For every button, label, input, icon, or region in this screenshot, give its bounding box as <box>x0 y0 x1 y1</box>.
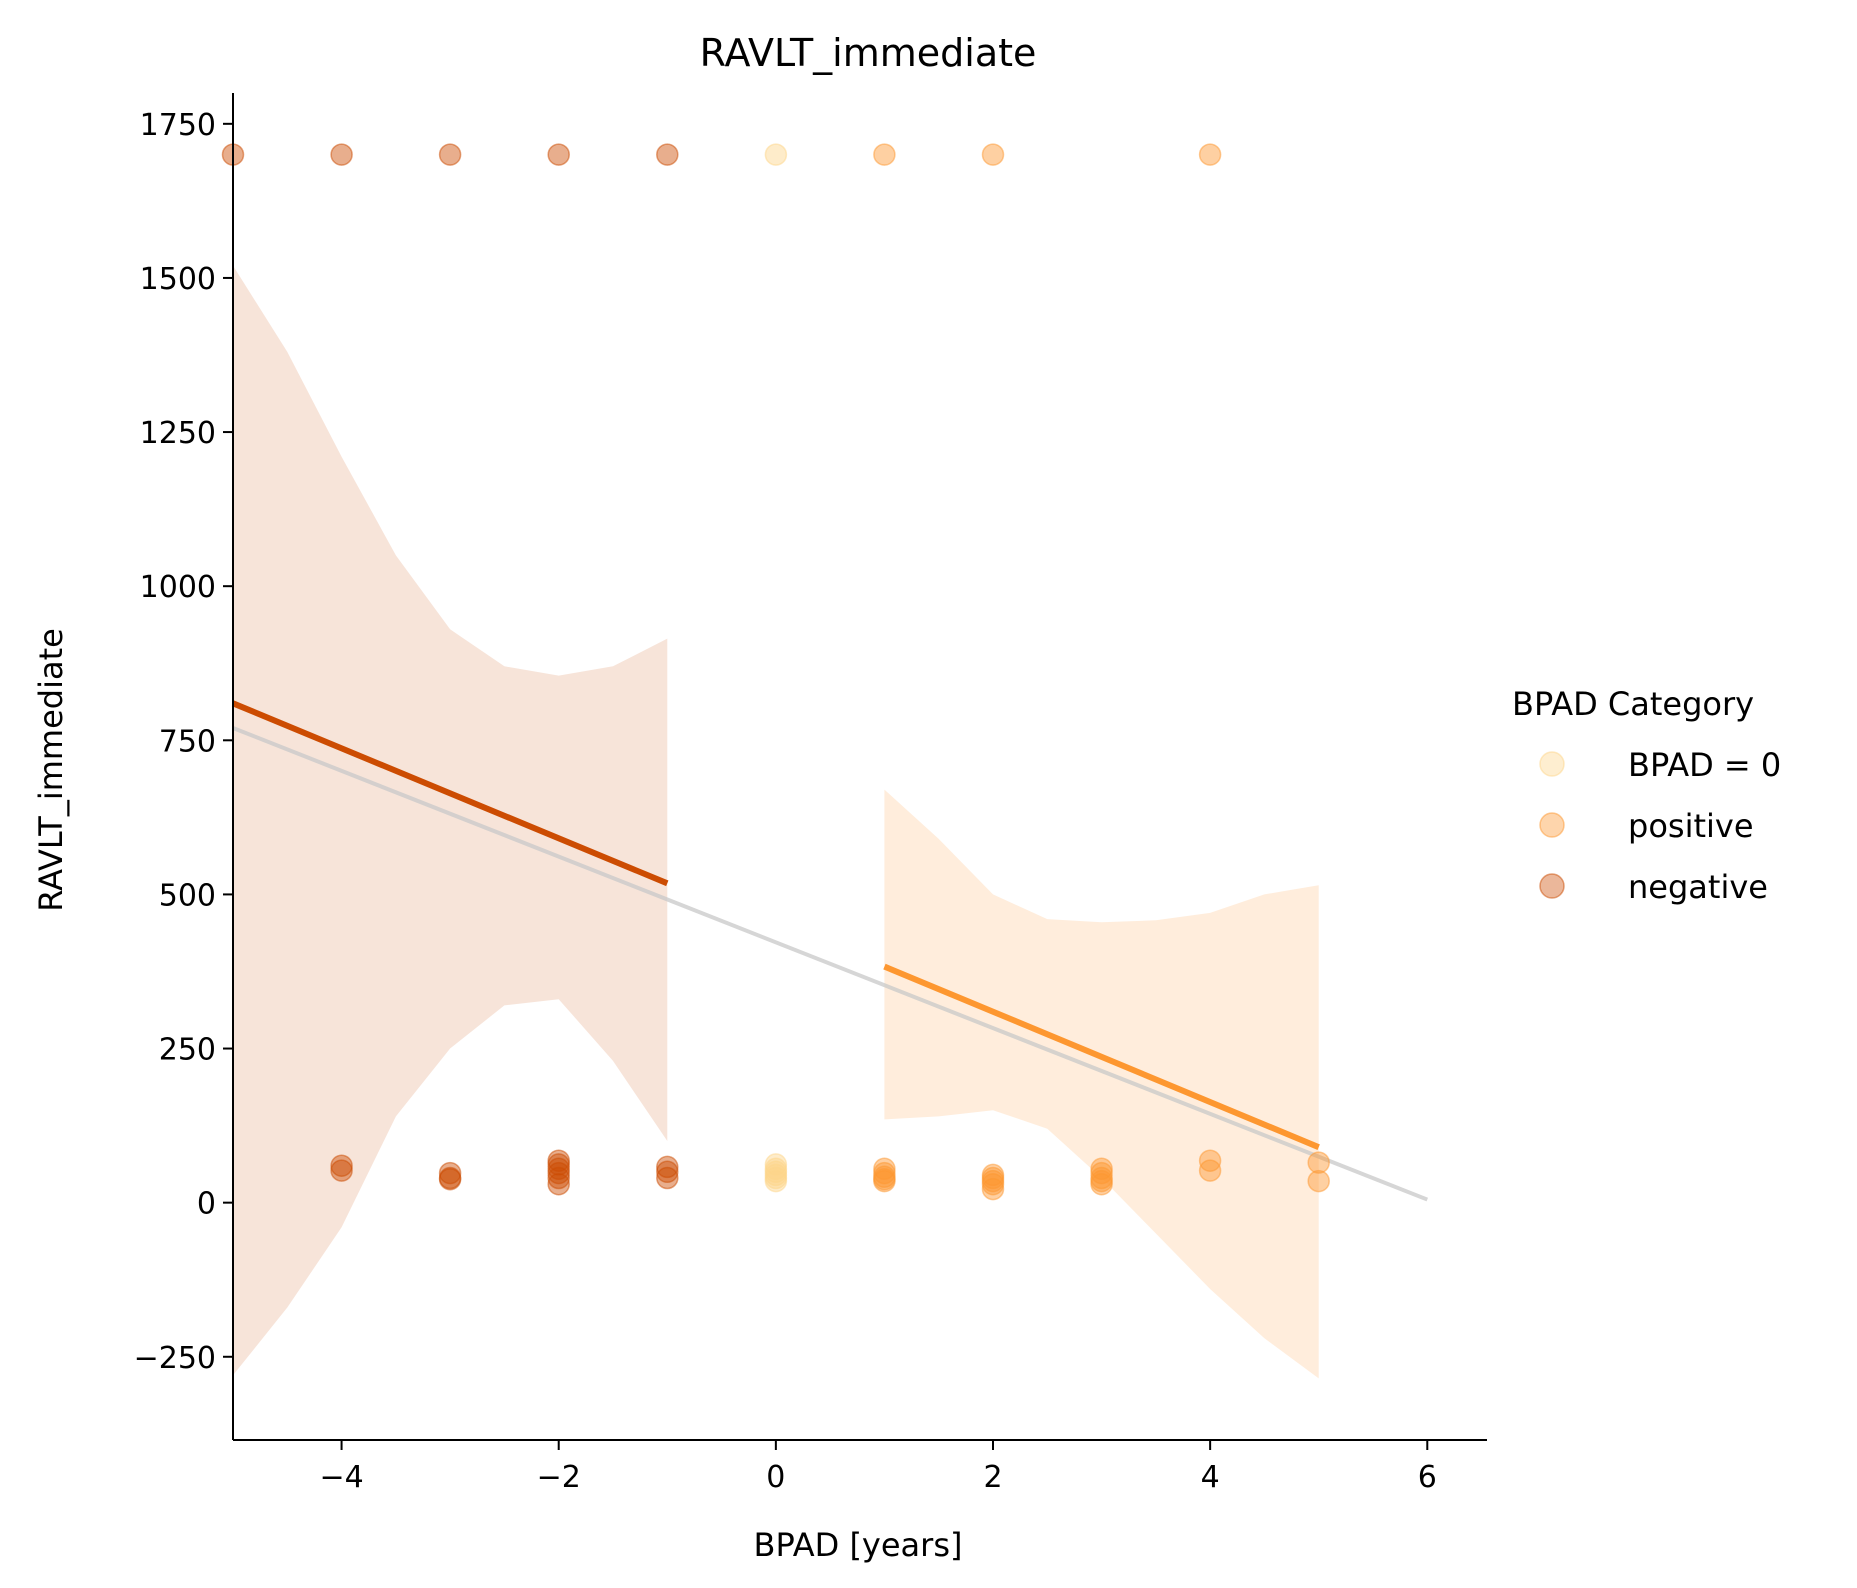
positive-line <box>883 963 1320 1150</box>
regression-lines <box>231 700 1429 1202</box>
y-tick-label: 750 <box>159 724 216 759</box>
legend-title: BPAD Category <box>1512 685 1754 723</box>
y-tick-label: 1250 <box>140 416 216 451</box>
x-tick-label: −2 <box>537 1460 581 1495</box>
point-positive <box>1307 1151 1330 1174</box>
ticks: −4 −2 0 2 4 6 −250 0 250 500 750 1000 1250 1500 1750 <box>134 108 1437 1495</box>
y-tick-label: 500 <box>159 878 216 913</box>
confidence-bands <box>233 265 1319 1379</box>
y-tick-label: 1500 <box>140 262 216 297</box>
point-positive <box>1307 1169 1330 1193</box>
y-tick-label: −250 <box>134 1341 216 1376</box>
point-negative <box>438 1167 462 1191</box>
point-positive <box>981 1177 1005 1201</box>
scatter-points <box>221 143 1330 1201</box>
point-negative <box>547 1172 570 1196</box>
point-positive <box>1090 1172 1113 1196</box>
x-tick-label: 2 <box>983 1460 1002 1495</box>
point-negative <box>330 143 353 166</box>
y-axis-label: RAVLT_immediate <box>32 628 70 912</box>
point-negative <box>547 143 570 166</box>
legend-marker-zero <box>1539 751 1565 777</box>
point-negative <box>330 1154 353 1177</box>
y-tick-label: 0 <box>197 1187 216 1222</box>
point-negative <box>656 143 679 166</box>
legend-label-zero: BPAD = 0 <box>1628 746 1781 784</box>
axes <box>232 93 1487 1441</box>
positive-band-area <box>884 789 1319 1379</box>
x-axis-label: BPAD [years] <box>754 1526 963 1564</box>
negative-line <box>231 700 669 887</box>
legend-label-negative: negative <box>1628 868 1768 906</box>
x-tick-label: 4 <box>1201 1460 1220 1495</box>
point-negative <box>656 1160 679 1184</box>
point-positive <box>873 143 896 166</box>
point-negative <box>547 1166 570 1190</box>
point-positive <box>873 1169 896 1193</box>
point-positive <box>1198 143 1222 166</box>
y-tick-label: 1000 <box>140 570 216 605</box>
point-negative <box>330 1159 353 1182</box>
negative-band-area <box>233 265 668 1376</box>
y-tick-label: 1750 <box>140 108 216 143</box>
legend-marker-negative <box>1539 873 1565 899</box>
point-zero <box>764 143 788 166</box>
legend-label-positive: positive <box>1628 807 1754 845</box>
legend: BPAD Category BPAD = 0 positive negative <box>1512 685 1781 906</box>
point-positive <box>981 143 1005 166</box>
legend-marker-positive <box>1539 812 1565 838</box>
overall-fit-line <box>232 726 1429 1202</box>
x-tick-label: 6 <box>1418 1460 1437 1495</box>
point-negative <box>438 143 462 166</box>
point-positive <box>981 1172 1005 1196</box>
x-tick-label: −4 <box>319 1460 363 1495</box>
chart-title: RAVLT_immediate <box>700 31 1037 75</box>
point-negative <box>438 1161 462 1185</box>
point-positive <box>1198 1159 1222 1182</box>
x-tick-label: 0 <box>766 1460 785 1495</box>
point-negative <box>656 1166 679 1190</box>
y-tick-label: 250 <box>159 1033 216 1068</box>
point-zero <box>764 1169 788 1193</box>
